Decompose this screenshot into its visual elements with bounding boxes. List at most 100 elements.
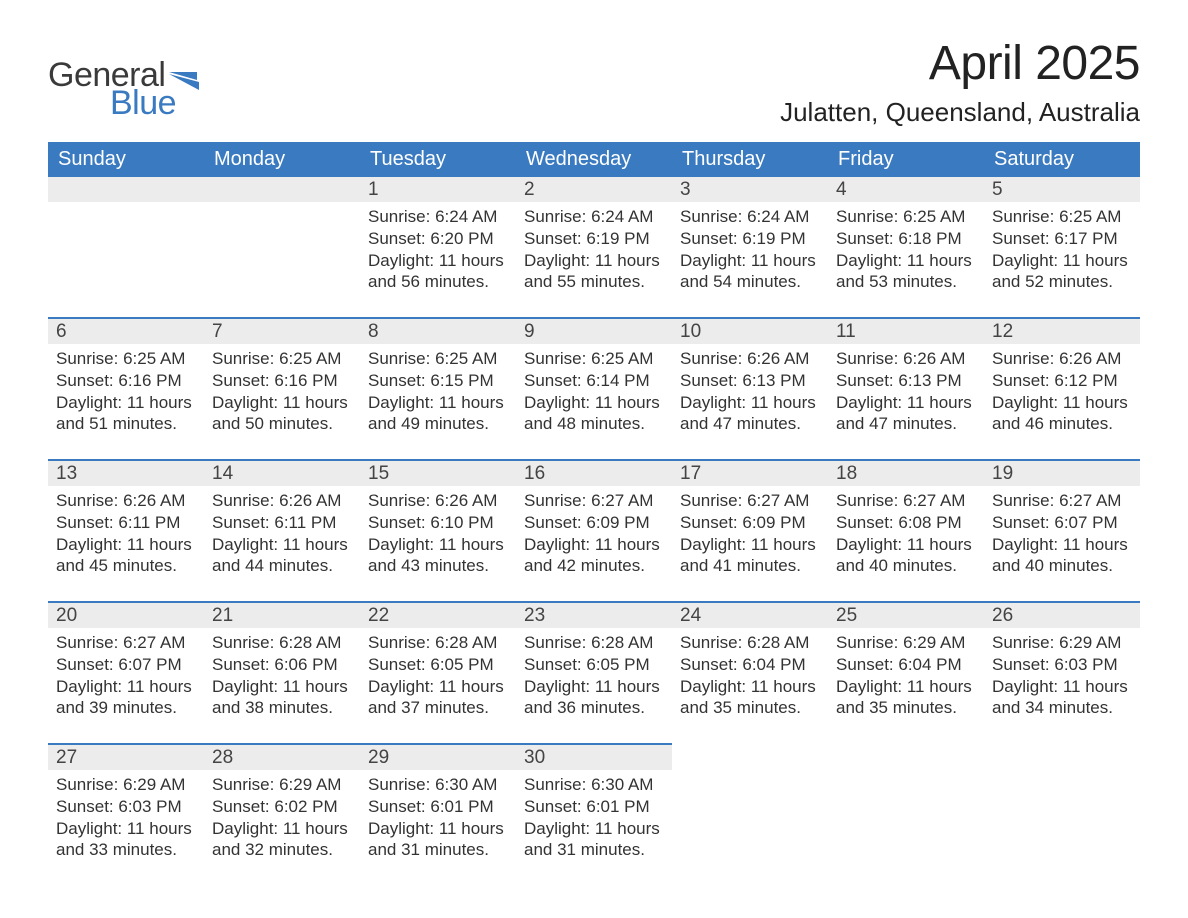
day-number-cell: 2 [516, 177, 672, 202]
week-detail-row: Sunrise: 6:25 AMSunset: 6:16 PMDaylight:… [48, 344, 1140, 460]
sunrise-line: Sunrise: 6:27 AM [680, 490, 820, 512]
location-subtitle: Julatten, Queensland, Australia [780, 97, 1140, 128]
day-detail-cell: Sunrise: 6:24 AMSunset: 6:19 PMDaylight:… [672, 202, 828, 318]
day-detail-cell: Sunrise: 6:26 AMSunset: 6:13 PMDaylight:… [828, 344, 984, 460]
sunrise-line: Sunrise: 6:25 AM [836, 206, 976, 228]
calendar-body: 12345 Sunrise: 6:24 AMSunset: 6:20 PMDay… [48, 177, 1140, 870]
title-block: April 2025 Julatten, Queensland, Austral… [780, 36, 1140, 128]
sunrise-line: Sunrise: 6:26 AM [368, 490, 508, 512]
sunrise-line: Sunrise: 6:27 AM [524, 490, 664, 512]
sunrise-line: Sunrise: 6:25 AM [524, 348, 664, 370]
day-number-cell: 15 [360, 460, 516, 486]
day-number-cell: 16 [516, 460, 672, 486]
sunset-line: Sunset: 6:02 PM [212, 796, 352, 818]
daylight-line: Daylight: 11 hours and 42 minutes. [524, 534, 664, 578]
day-detail-cell: Sunrise: 6:29 AMSunset: 6:02 PMDaylight:… [204, 770, 360, 870]
daylight-line: Daylight: 11 hours and 47 minutes. [680, 392, 820, 436]
sunrise-line: Sunrise: 6:28 AM [212, 632, 352, 654]
day-number-cell: 30 [516, 744, 672, 770]
sunset-line: Sunset: 6:04 PM [836, 654, 976, 676]
daylight-line: Daylight: 11 hours and 38 minutes. [212, 676, 352, 720]
sunrise-line: Sunrise: 6:26 AM [992, 348, 1132, 370]
daylight-line: Daylight: 11 hours and 35 minutes. [680, 676, 820, 720]
sunset-line: Sunset: 6:17 PM [992, 228, 1132, 250]
daylight-line: Daylight: 11 hours and 31 minutes. [368, 818, 508, 862]
sunrise-line: Sunrise: 6:27 AM [56, 632, 196, 654]
day-detail-cell [828, 770, 984, 870]
day-detail-cell: Sunrise: 6:25 AMSunset: 6:16 PMDaylight:… [48, 344, 204, 460]
daylight-line: Daylight: 11 hours and 40 minutes. [836, 534, 976, 578]
sunrise-line: Sunrise: 6:24 AM [524, 206, 664, 228]
col-wednesday: Wednesday [516, 142, 672, 177]
sunrise-line: Sunrise: 6:26 AM [212, 490, 352, 512]
day-number-cell: 18 [828, 460, 984, 486]
sunset-line: Sunset: 6:05 PM [368, 654, 508, 676]
col-saturday: Saturday [984, 142, 1140, 177]
sunset-line: Sunset: 6:06 PM [212, 654, 352, 676]
sunset-line: Sunset: 6:09 PM [680, 512, 820, 534]
day-number-cell [984, 744, 1140, 770]
day-number-cell: 19 [984, 460, 1140, 486]
day-number-cell: 26 [984, 602, 1140, 628]
daylight-line: Daylight: 11 hours and 31 minutes. [524, 818, 664, 862]
day-detail-cell [48, 202, 204, 318]
sunset-line: Sunset: 6:09 PM [524, 512, 664, 534]
sunset-line: Sunset: 6:12 PM [992, 370, 1132, 392]
daylight-line: Daylight: 11 hours and 50 minutes. [212, 392, 352, 436]
day-detail-cell: Sunrise: 6:24 AMSunset: 6:19 PMDaylight:… [516, 202, 672, 318]
sunset-line: Sunset: 6:03 PM [992, 654, 1132, 676]
day-number-cell: 3 [672, 177, 828, 202]
daylight-line: Daylight: 11 hours and 44 minutes. [212, 534, 352, 578]
day-detail-cell: Sunrise: 6:28 AMSunset: 6:04 PMDaylight:… [672, 628, 828, 744]
day-number-cell: 11 [828, 318, 984, 344]
week-daynum-row: 27282930 [48, 744, 1140, 770]
daylight-line: Daylight: 11 hours and 36 minutes. [524, 676, 664, 720]
day-number-cell: 8 [360, 318, 516, 344]
sunset-line: Sunset: 6:19 PM [680, 228, 820, 250]
daylight-line: Daylight: 11 hours and 51 minutes. [56, 392, 196, 436]
sunset-line: Sunset: 6:10 PM [368, 512, 508, 534]
day-number-cell: 4 [828, 177, 984, 202]
day-detail-cell [204, 202, 360, 318]
sunrise-line: Sunrise: 6:26 AM [836, 348, 976, 370]
sunrise-line: Sunrise: 6:30 AM [368, 774, 508, 796]
sunrise-line: Sunrise: 6:24 AM [680, 206, 820, 228]
daylight-line: Daylight: 11 hours and 33 minutes. [56, 818, 196, 862]
sunrise-line: Sunrise: 6:28 AM [524, 632, 664, 654]
day-detail-cell: Sunrise: 6:28 AMSunset: 6:06 PMDaylight:… [204, 628, 360, 744]
page-header: General Blue April 2025 Julatten, Queens… [48, 36, 1140, 128]
col-friday: Friday [828, 142, 984, 177]
day-detail-cell: Sunrise: 6:27 AMSunset: 6:07 PMDaylight:… [48, 628, 204, 744]
daylight-line: Daylight: 11 hours and 49 minutes. [368, 392, 508, 436]
daylight-line: Daylight: 11 hours and 32 minutes. [212, 818, 352, 862]
sunset-line: Sunset: 6:04 PM [680, 654, 820, 676]
daylight-line: Daylight: 11 hours and 47 minutes. [836, 392, 976, 436]
week-detail-row: Sunrise: 6:27 AMSunset: 6:07 PMDaylight:… [48, 628, 1140, 744]
sunset-line: Sunset: 6:01 PM [368, 796, 508, 818]
sunrise-line: Sunrise: 6:25 AM [368, 348, 508, 370]
logo-word2: Blue [110, 86, 176, 120]
daylight-line: Daylight: 11 hours and 45 minutes. [56, 534, 196, 578]
daylight-line: Daylight: 11 hours and 55 minutes. [524, 250, 664, 294]
day-detail-cell: Sunrise: 6:29 AMSunset: 6:03 PMDaylight:… [48, 770, 204, 870]
daylight-line: Daylight: 11 hours and 56 minutes. [368, 250, 508, 294]
daylight-line: Daylight: 11 hours and 46 minutes. [992, 392, 1132, 436]
day-detail-cell: Sunrise: 6:26 AMSunset: 6:11 PMDaylight:… [204, 486, 360, 602]
sunset-line: Sunset: 6:03 PM [56, 796, 196, 818]
sunrise-line: Sunrise: 6:29 AM [212, 774, 352, 796]
week-daynum-row: 20212223242526 [48, 602, 1140, 628]
daylight-line: Daylight: 11 hours and 41 minutes. [680, 534, 820, 578]
sunrise-line: Sunrise: 6:25 AM [56, 348, 196, 370]
col-tuesday: Tuesday [360, 142, 516, 177]
day-number-cell: 9 [516, 318, 672, 344]
sunrise-line: Sunrise: 6:29 AM [56, 774, 196, 796]
sunset-line: Sunset: 6:13 PM [836, 370, 976, 392]
day-number-cell: 28 [204, 744, 360, 770]
sunrise-line: Sunrise: 6:27 AM [836, 490, 976, 512]
col-monday: Monday [204, 142, 360, 177]
sunset-line: Sunset: 6:05 PM [524, 654, 664, 676]
day-number-cell: 27 [48, 744, 204, 770]
daylight-line: Daylight: 11 hours and 52 minutes. [992, 250, 1132, 294]
sunset-line: Sunset: 6:08 PM [836, 512, 976, 534]
day-detail-cell: Sunrise: 6:28 AMSunset: 6:05 PMDaylight:… [360, 628, 516, 744]
